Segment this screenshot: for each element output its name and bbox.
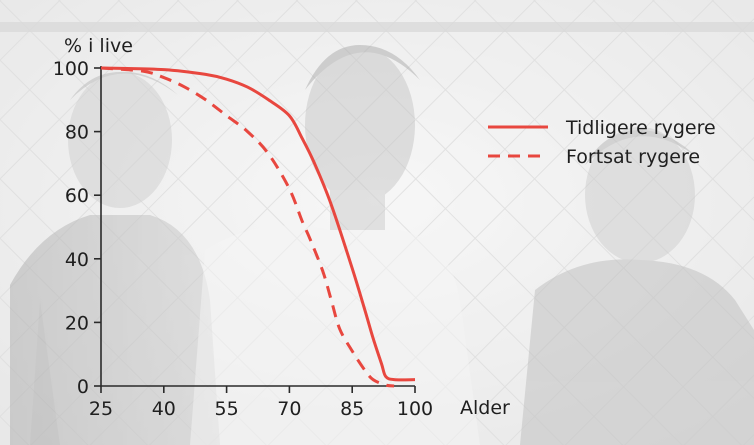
y-tick-label: 20	[65, 312, 89, 334]
y-axis-title: % i live	[64, 35, 133, 57]
x-tick-label: 25	[89, 398, 113, 420]
middle-person-silhouette	[190, 45, 480, 445]
left-person-silhouette	[10, 71, 220, 445]
y-ticks: 0 20 40 60 80 100	[53, 58, 101, 398]
x-tick-label: 40	[152, 398, 176, 420]
x-axis-title: Alder	[460, 397, 510, 419]
series-group	[100, 66, 416, 388]
x-tick-label: 100	[397, 398, 433, 420]
legend-label-tidligere-rygere: Tidligere rygere	[565, 117, 716, 139]
y-tick-label: 0	[77, 376, 89, 398]
legend: Tidligere rygere Fortsat rygere	[488, 117, 716, 168]
x-tick-label: 70	[277, 398, 301, 420]
x-ticks: 25 40 55 70 85 100	[89, 386, 433, 420]
x-tick-label: 55	[215, 398, 239, 420]
legend-label-fortsat-rygere: Fortsat rygere	[566, 146, 700, 168]
axes: 0 20 40 60 80 100 25 40 55 70 85 100 % i live Alde…	[53, 35, 510, 420]
y-tick-label: 80	[65, 122, 89, 144]
y-tick-label: 60	[65, 185, 89, 207]
right-person-silhouette	[520, 127, 754, 445]
series-line-tidligere-rygere	[100, 66, 416, 382]
y-tick-label: 100	[53, 58, 89, 80]
y-tick-label: 40	[65, 249, 89, 271]
series-line-fortsat-rygere	[100, 66, 395, 388]
x-tick-label: 85	[340, 398, 364, 420]
